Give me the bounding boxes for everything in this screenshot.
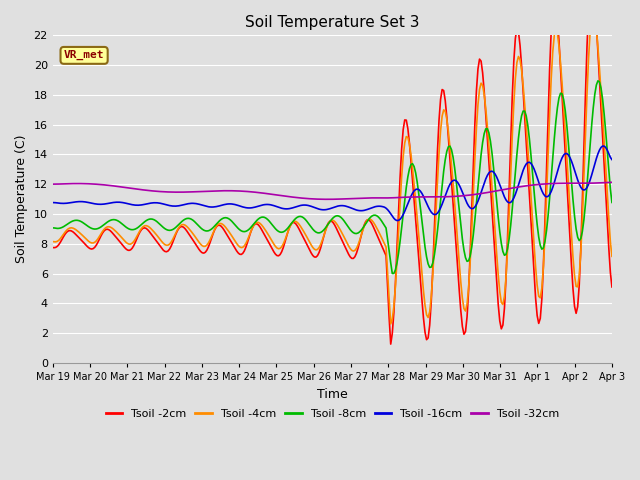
Tsoil -4cm — [293, 219, 301, 225]
Line: Tsoil -16cm: Tsoil -16cm — [52, 146, 612, 220]
Tsoil -8cm — [216, 218, 223, 224]
Tsoil -8cm — [244, 228, 252, 233]
Tsoil -2cm — [579, 199, 586, 205]
Line: Tsoil -2cm: Tsoil -2cm — [52, 0, 612, 344]
Tsoil -4cm — [608, 253, 616, 259]
Line: Tsoil -32cm: Tsoil -32cm — [52, 182, 612, 199]
Tsoil -8cm — [117, 220, 125, 226]
Tsoil -16cm — [216, 203, 223, 209]
Tsoil -8cm — [49, 225, 56, 231]
Tsoil -4cm — [589, 9, 597, 14]
Tsoil -32cm — [293, 195, 301, 201]
Line: Tsoil -4cm: Tsoil -4cm — [52, 12, 612, 324]
X-axis label: Time: Time — [317, 388, 348, 401]
Y-axis label: Soil Temperature (C): Soil Temperature (C) — [15, 135, 28, 264]
Tsoil -4cm — [49, 239, 56, 244]
Tsoil -8cm — [594, 78, 602, 84]
Tsoil -8cm — [579, 228, 586, 234]
Legend: Tsoil -2cm, Tsoil -4cm, Tsoil -8cm, Tsoil -16cm, Tsoil -32cm: Tsoil -2cm, Tsoil -4cm, Tsoil -8cm, Tsoi… — [101, 404, 563, 423]
Tsoil -8cm — [234, 226, 242, 231]
Tsoil -32cm — [244, 189, 252, 194]
Tsoil -8cm — [388, 271, 396, 276]
Tsoil -2cm — [293, 223, 301, 229]
Tsoil -2cm — [234, 250, 242, 256]
Tsoil -16cm — [234, 203, 242, 208]
Text: VR_met: VR_met — [64, 50, 104, 60]
Tsoil -2cm — [216, 222, 223, 228]
Line: Tsoil -8cm: Tsoil -8cm — [52, 81, 612, 274]
Tsoil -2cm — [49, 245, 56, 251]
Tsoil -16cm — [579, 186, 586, 192]
Tsoil -2cm — [608, 284, 616, 290]
Tsoil -16cm — [393, 217, 401, 223]
Tsoil -32cm — [49, 181, 56, 187]
Tsoil -4cm — [579, 216, 586, 222]
Tsoil -2cm — [244, 240, 252, 246]
Tsoil -16cm — [117, 200, 125, 205]
Tsoil -16cm — [244, 205, 252, 211]
Tsoil -2cm — [117, 240, 125, 246]
Tsoil -4cm — [234, 242, 242, 248]
Tsoil -4cm — [244, 237, 252, 243]
Tsoil -4cm — [216, 221, 223, 227]
Tsoil -32cm — [117, 184, 125, 190]
Tsoil -8cm — [608, 200, 616, 205]
Tsoil -8cm — [293, 215, 301, 220]
Tsoil -2cm — [387, 341, 395, 347]
Tsoil -16cm — [293, 204, 301, 209]
Tsoil -32cm — [216, 188, 223, 194]
Tsoil -16cm — [49, 200, 56, 205]
Tsoil -32cm — [234, 188, 242, 194]
Tsoil -32cm — [608, 180, 616, 185]
Tsoil -16cm — [599, 143, 607, 149]
Tsoil -4cm — [117, 234, 125, 240]
Tsoil -4cm — [387, 321, 395, 327]
Tsoil -32cm — [579, 180, 586, 186]
Tsoil -32cm — [323, 196, 331, 202]
Title: Soil Temperature Set 3: Soil Temperature Set 3 — [245, 15, 420, 30]
Tsoil -16cm — [608, 156, 616, 162]
